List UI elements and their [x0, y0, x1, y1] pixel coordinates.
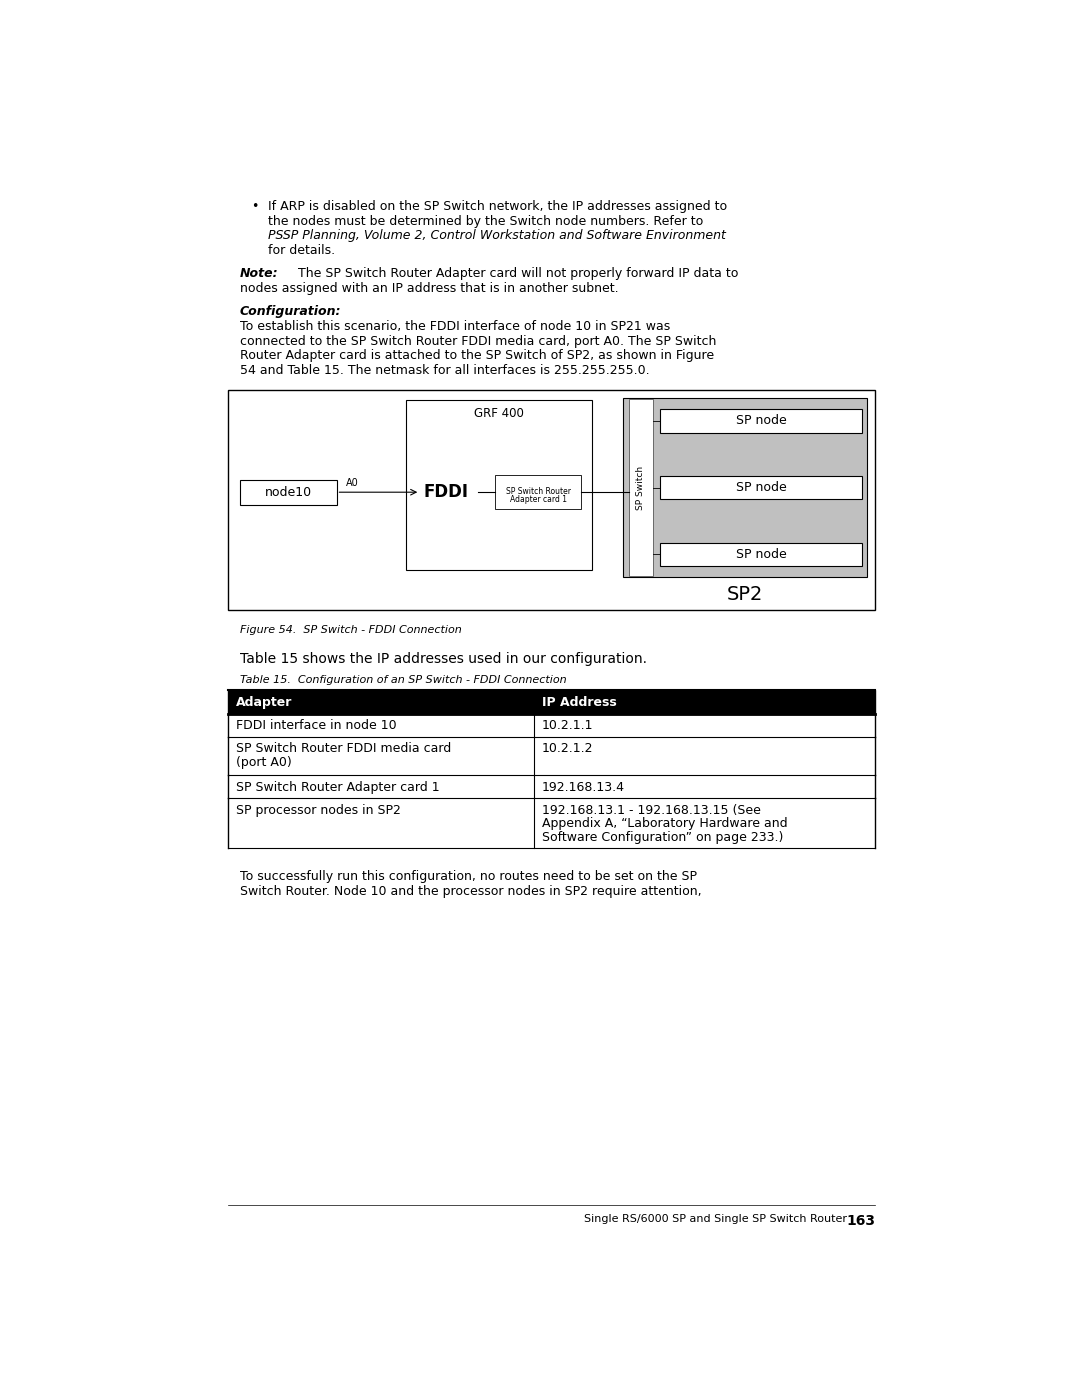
Text: To successfully run this configuration, no routes need to be set on the SP: To successfully run this configuration, …	[240, 870, 697, 883]
Text: SP2: SP2	[727, 585, 764, 604]
Text: 10.2.1.1: 10.2.1.1	[542, 719, 593, 732]
Text: for details.: for details.	[268, 244, 336, 257]
Text: Router Adapter card is attached to the SP Switch of SP2, as shown in Figure: Router Adapter card is attached to the S…	[240, 349, 714, 362]
Text: •: •	[252, 200, 258, 212]
Bar	[240, 481, 337, 504]
Bar	[406, 400, 592, 570]
Text: connected to the SP Switch Router FDDI media card, port A0. The SP Switch: connected to the SP Switch Router FDDI m…	[240, 334, 716, 348]
Text: Note:: Note:	[240, 267, 279, 281]
Text: the nodes must be determined by the Switch node numbers. Refer to: the nodes must be determined by the Swit…	[268, 215, 703, 228]
Text: 163: 163	[846, 1214, 875, 1228]
Text: SP Switch Router Adapter card 1: SP Switch Router Adapter card 1	[235, 781, 440, 793]
Text: 192.168.13.4: 192.168.13.4	[542, 781, 625, 793]
Text: Configuration:: Configuration:	[240, 306, 341, 319]
Text: IP Address: IP Address	[542, 696, 617, 708]
Bar	[661, 542, 862, 566]
Bar	[228, 390, 875, 609]
Text: Switch Router. Node 10 and the processor nodes in SP2 require attention,: Switch Router. Node 10 and the processor…	[240, 884, 701, 897]
Text: 54 and Table 15. The netmask for all interfaces is 255.255.255.0.: 54 and Table 15. The netmask for all int…	[240, 363, 649, 377]
Text: FDDI: FDDI	[423, 483, 469, 502]
Text: Table 15 shows the IP addresses used in our configuration.: Table 15 shows the IP addresses used in …	[240, 652, 647, 666]
Bar	[496, 475, 581, 509]
Text: FDDI interface in node 10: FDDI interface in node 10	[235, 719, 396, 732]
Text: Software Configuration” on page 233.): Software Configuration” on page 233.)	[542, 831, 783, 844]
Text: Figure 54.  SP Switch - FDDI Connection: Figure 54. SP Switch - FDDI Connection	[240, 624, 461, 636]
Text: GRF 400: GRF 400	[474, 407, 524, 420]
Text: SP Switch Router: SP Switch Router	[505, 486, 570, 496]
Bar	[661, 409, 862, 433]
Text: Appendix A, “Laboratory Hardware and: Appendix A, “Laboratory Hardware and	[542, 817, 787, 830]
Text: Adapter card 1: Adapter card 1	[510, 496, 567, 504]
Text: If ARP is disabled on the SP Switch network, the IP addresses assigned to: If ARP is disabled on the SP Switch netw…	[268, 200, 728, 212]
Text: A0: A0	[346, 478, 359, 488]
Text: SP processor nodes in SP2: SP processor nodes in SP2	[235, 803, 401, 817]
Bar	[623, 398, 867, 577]
Bar	[228, 690, 875, 714]
Bar	[661, 476, 862, 499]
Text: (port A0): (port A0)	[235, 756, 292, 768]
Text: PSSP Planning, Volume 2, Control Workstation and Software Environment: PSSP Planning, Volume 2, Control Worksta…	[268, 229, 726, 242]
Text: node10: node10	[265, 486, 312, 499]
Text: SP node: SP node	[735, 415, 786, 427]
Text: To establish this scenario, the FDDI interface of node 10 in SP21 was: To establish this scenario, the FDDI int…	[240, 320, 670, 332]
Text: 192.168.13.1 - 192.168.13.15 (See: 192.168.13.1 - 192.168.13.15 (See	[542, 803, 760, 817]
Text: SP node: SP node	[735, 548, 786, 560]
Text: The SP Switch Router Adapter card will not properly forward IP data to: The SP Switch Router Adapter card will n…	[298, 267, 738, 281]
Text: SP Switch Router FDDI media card: SP Switch Router FDDI media card	[235, 742, 451, 754]
Text: SP node: SP node	[735, 481, 786, 495]
Text: Adapter: Adapter	[235, 696, 292, 708]
Text: Table 15.  Configuration of an SP Switch - FDDI Connection: Table 15. Configuration of an SP Switch …	[240, 675, 566, 685]
Text: Single RS/6000 SP and Single SP Switch Router: Single RS/6000 SP and Single SP Switch R…	[584, 1214, 848, 1224]
Text: SP Switch: SP Switch	[636, 465, 645, 510]
Text: nodes assigned with an IP address that is in another subnet.: nodes assigned with an IP address that i…	[240, 282, 618, 295]
Bar	[629, 400, 652, 576]
Text: 10.2.1.2: 10.2.1.2	[542, 742, 593, 754]
